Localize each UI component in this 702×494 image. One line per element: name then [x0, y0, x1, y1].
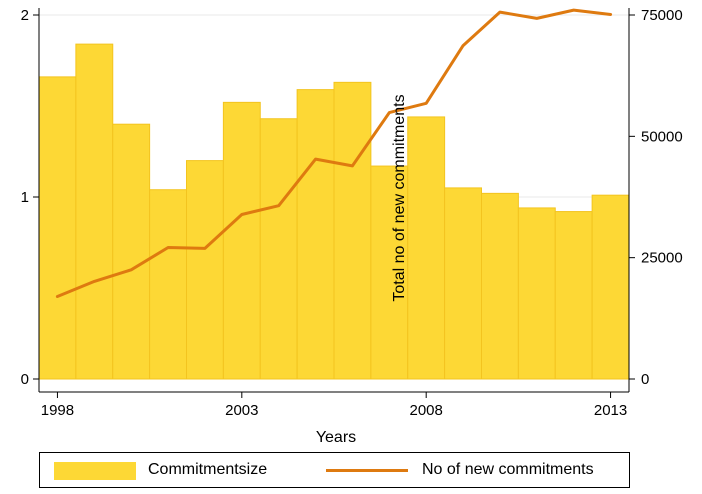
legend-line-label: No of new commitments: [422, 461, 594, 478]
axes: [38, 8, 630, 393]
bar-2002: [186, 160, 224, 380]
bar-2006: [333, 81, 372, 380]
line-no-of-new-commitments: [55, 8, 613, 298]
bar-2007: [370, 165, 409, 380]
y2-tick-label-3: 75000: [641, 7, 683, 24]
y2-tick-label-0: 0: [641, 371, 649, 388]
legend-bar-label: Commitmentsize: [148, 461, 268, 478]
bar-1999: [75, 43, 114, 380]
x-tick-label-0: 1998: [41, 402, 74, 419]
ticks: 0 1 2 0 25000 50000 75000 1998 2003 2008 2013: [21, 7, 683, 419]
bar-2000: [112, 123, 151, 380]
legend-bar-swatch: [54, 462, 136, 480]
bar-2005: [296, 89, 335, 380]
bar-2008: [407, 116, 446, 380]
y-tick-label-2: 2: [21, 7, 29, 24]
x-tick-label-1: 2003: [225, 402, 258, 419]
bar-1998: [38, 76, 77, 380]
line-series: [55, 8, 613, 298]
y-tick-label-1: 1: [21, 189, 29, 206]
bar-2001: [149, 189, 187, 380]
bar-2004: [259, 118, 298, 380]
y2-tick-label-2: 50000: [641, 128, 683, 145]
bar-2010: [481, 192, 519, 380]
bar-2003: [222, 101, 261, 380]
chart: 0 1 2 0 25000 50000 75000 1998 2003 2008 2013 Year…: [21, 7, 683, 446]
bar-2013: [591, 194, 630, 380]
x-axis-title: Years: [316, 429, 356, 446]
x-tick-label-3: 2013: [594, 402, 627, 419]
y2-axis-title: Total no of new commitments: [391, 94, 408, 301]
bar-2009: [444, 187, 482, 380]
x-tick-label-2: 2008: [410, 402, 443, 419]
legend-line-swatch: [326, 469, 408, 472]
bar-2011: [517, 207, 556, 380]
legend: Commitmentsize No of new commitments: [39, 452, 630, 488]
y-tick-label-0: 0: [21, 371, 29, 388]
y2-tick-label-1: 25000: [641, 250, 683, 267]
bar-2012: [554, 211, 593, 380]
bars: [38, 43, 630, 380]
